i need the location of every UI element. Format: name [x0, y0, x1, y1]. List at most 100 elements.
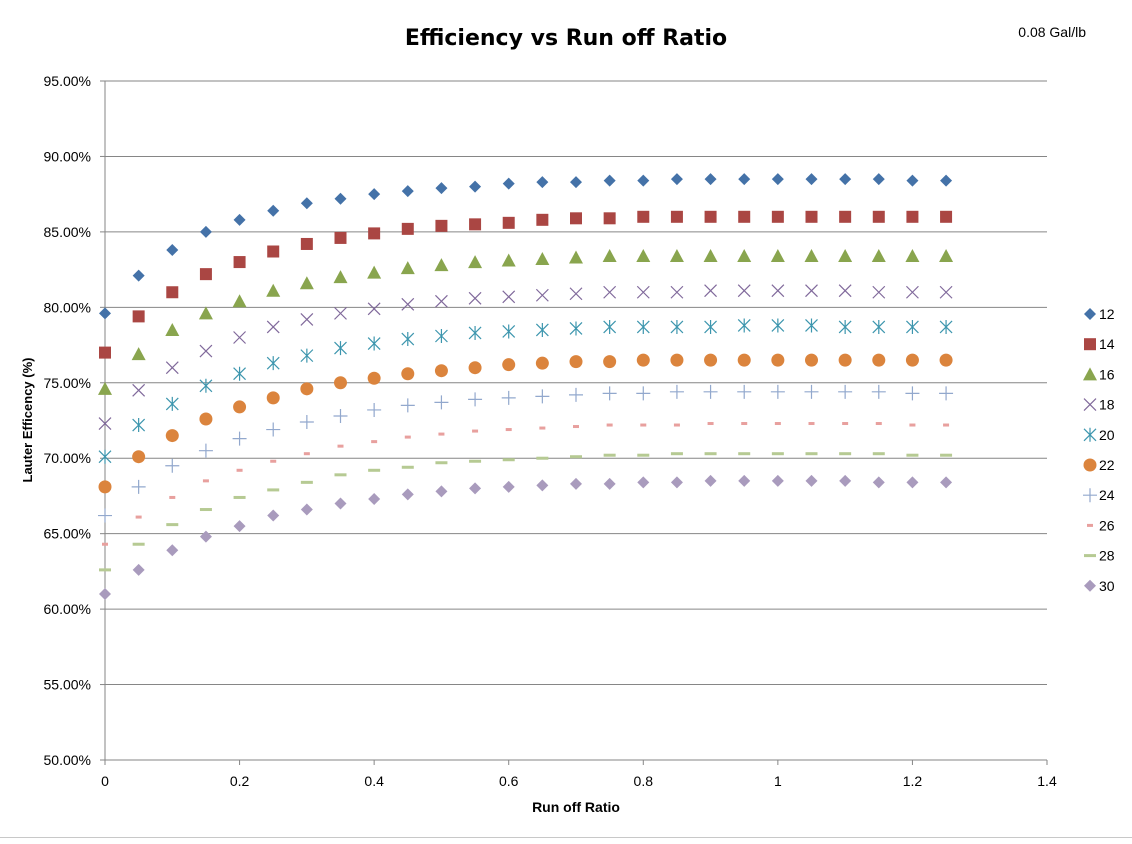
data-point-20	[535, 322, 549, 337]
data-point-28	[469, 459, 482, 463]
data-point-12	[199, 225, 212, 238]
legend-label: 20	[1099, 427, 1115, 443]
data-point-14	[603, 212, 616, 225]
data-point-16	[198, 306, 213, 320]
data-point-20	[906, 319, 919, 334]
data-point-20	[737, 318, 751, 333]
data-point-12	[233, 213, 246, 226]
data-point-16	[400, 261, 415, 275]
data-point-24	[400, 398, 415, 413]
data-point-22	[805, 353, 818, 367]
y-tick-label: 70.00%	[44, 450, 91, 466]
data-point-24	[804, 384, 819, 399]
data-point-12	[334, 192, 347, 205]
data-point-14	[199, 268, 212, 281]
x-tick-label: 0.2	[230, 773, 250, 789]
data-point-28	[771, 452, 784, 456]
y-axis-label: Lauter Efficency (%)	[20, 358, 35, 483]
legend-label: 26	[1099, 517, 1115, 533]
data-point-18	[502, 290, 516, 304]
data-point-24	[232, 431, 247, 446]
data-point-26	[202, 479, 209, 483]
data-point-26	[472, 429, 479, 433]
data-point-14	[300, 237, 313, 250]
data-point-14	[267, 245, 280, 258]
data-point-16	[569, 250, 583, 264]
legend-item-12: 12	[1084, 306, 1115, 322]
data-point-30	[570, 477, 582, 490]
data-point-16	[468, 255, 483, 269]
legend-marker	[1084, 308, 1096, 320]
legend-label: 16	[1099, 366, 1115, 382]
data-point-12	[603, 174, 616, 187]
x-tick-label: 0.8	[634, 773, 654, 789]
legend-item-22: 22	[1083, 457, 1115, 473]
data-point-24	[669, 384, 684, 399]
data-point-28	[670, 452, 683, 456]
data-point-14	[570, 212, 582, 225]
data-point-14	[469, 218, 482, 231]
data-point-22	[939, 353, 953, 367]
data-point-20	[233, 366, 246, 381]
data-point-24	[98, 508, 112, 523]
data-point-12	[99, 307, 111, 320]
legend: 12 14 16 18 20 22 24 26 28 30	[1083, 306, 1115, 594]
data-point-12	[300, 197, 313, 210]
data-points	[98, 173, 954, 601]
data-point-22	[300, 382, 314, 396]
data-point-18	[266, 320, 280, 334]
x-tick-label: 0	[101, 773, 109, 789]
data-point-26	[270, 459, 277, 463]
data-point-20	[334, 341, 347, 356]
data-point-12	[368, 188, 381, 201]
legend-label: 24	[1099, 487, 1115, 503]
data-point-26	[438, 432, 445, 436]
data-point-20	[569, 321, 583, 336]
data-point-14	[502, 216, 515, 229]
data-point-16	[434, 258, 449, 272]
data-point-18	[805, 284, 818, 298]
y-tick-label: 65.00%	[44, 526, 91, 542]
data-point-12	[469, 180, 482, 193]
y-tick-label: 60.00%	[44, 601, 91, 617]
data-point-30	[267, 509, 280, 522]
data-point-28	[502, 458, 515, 462]
legend-label: 18	[1099, 397, 1115, 413]
data-point-16	[804, 249, 819, 263]
data-point-24	[501, 390, 516, 405]
data-point-30	[536, 479, 549, 492]
data-point-14	[368, 227, 381, 240]
data-point-18	[199, 344, 213, 358]
data-point-26	[875, 422, 882, 426]
data-point-26	[673, 423, 680, 427]
data-point-28	[940, 453, 953, 457]
data-point-30	[940, 476, 953, 489]
data-point-28	[704, 452, 717, 456]
data-point-26	[707, 422, 714, 426]
data-point-24	[333, 408, 348, 423]
data-point-30	[637, 476, 650, 489]
data-point-24	[703, 384, 718, 399]
chart-title: Efficiency vs Run off Ratio	[404, 26, 728, 51]
data-point-28	[300, 480, 313, 484]
data-point-18	[233, 331, 246, 344]
data-point-24	[131, 479, 146, 494]
x-tick-label: 1	[774, 773, 782, 789]
data-point-28	[199, 508, 212, 512]
data-point-22	[233, 400, 247, 414]
data-point-18	[670, 285, 684, 299]
y-tick-label: 85.00%	[44, 224, 91, 240]
data-point-16	[535, 252, 550, 266]
data-point-26	[169, 495, 176, 499]
data-point-24	[569, 387, 583, 402]
data-point-20	[805, 318, 818, 333]
data-point-20	[401, 332, 415, 347]
legend-item-28: 28	[1084, 548, 1115, 564]
data-point-20	[98, 449, 112, 464]
data-point-22	[468, 361, 482, 375]
data-point-14	[940, 210, 953, 223]
chart-annotation: 0.08 Gal/lb	[1018, 24, 1086, 40]
data-point-28	[368, 468, 381, 472]
data-point-24	[770, 384, 785, 399]
